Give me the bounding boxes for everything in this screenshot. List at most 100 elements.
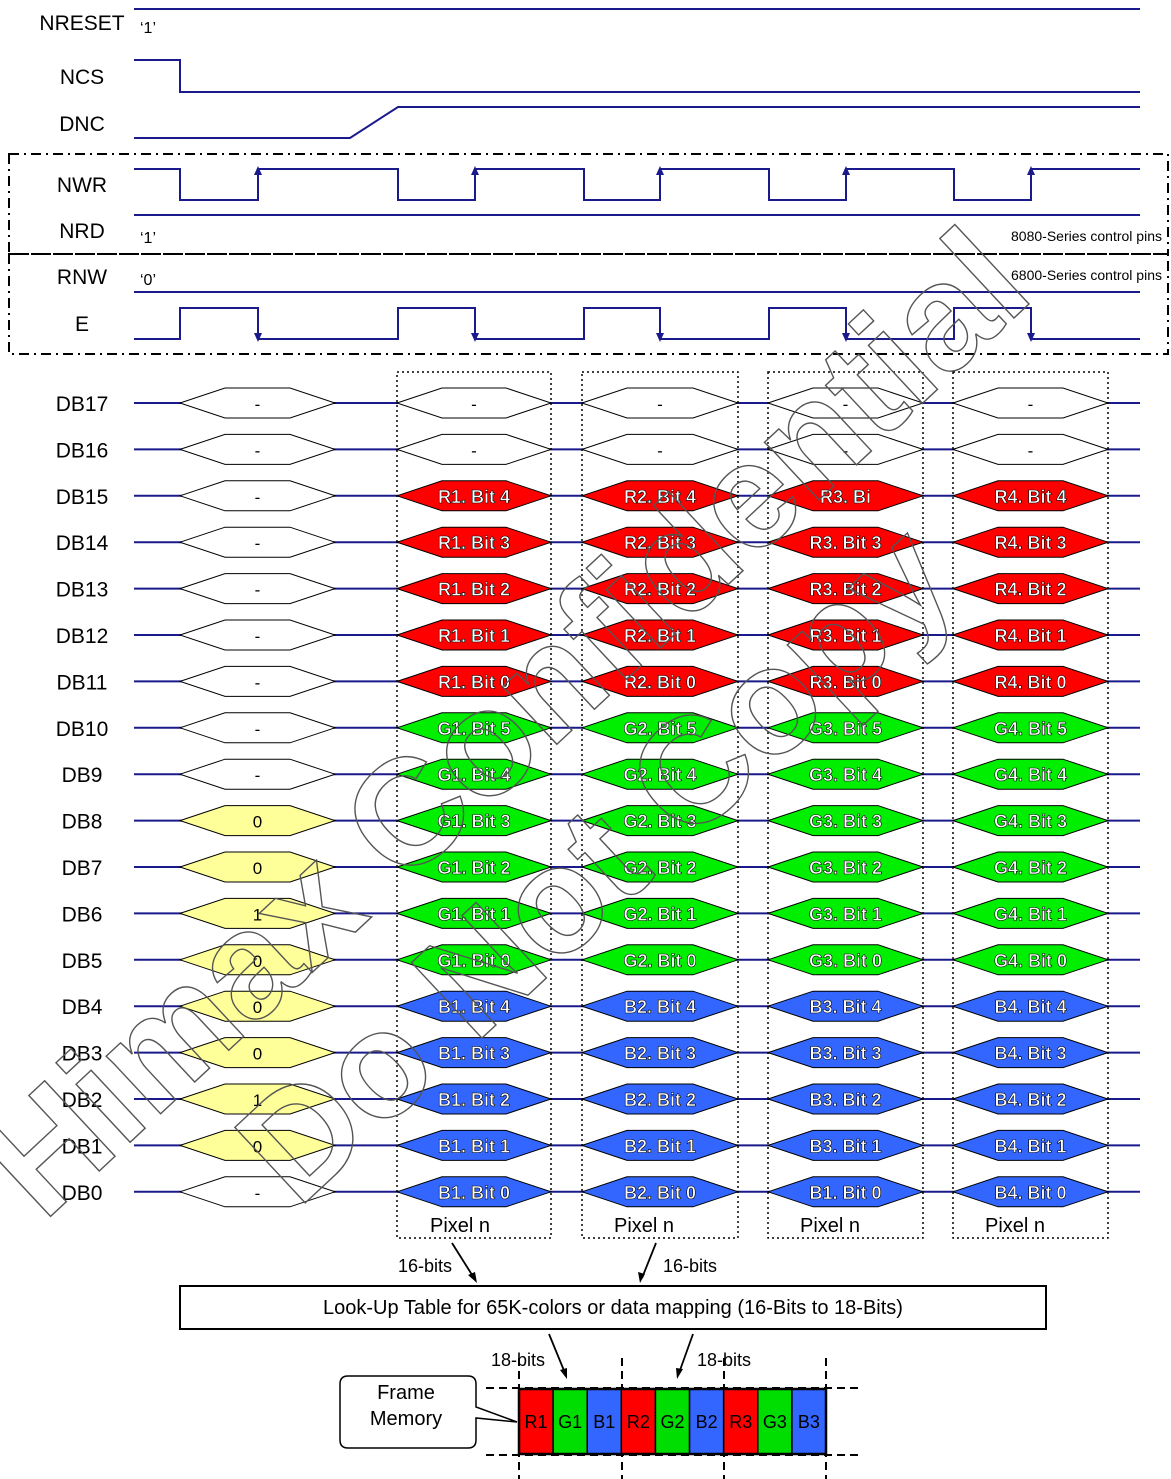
pixel-bit-hexagon xyxy=(951,433,1110,465)
pixel-bit-hexagon xyxy=(395,1129,553,1161)
pixel-bit-hexagon xyxy=(951,665,1110,697)
frame-memory-cell xyxy=(757,1388,793,1455)
pixel-bit-value: R3. Bit 3 xyxy=(809,533,881,553)
pixel-bit-value: R4. Bit 2 xyxy=(994,580,1066,600)
series-8080-group-label: 8080-Series control pins xyxy=(1011,228,1162,244)
frame-memory-cell-label: R2 xyxy=(627,1412,650,1432)
pixel-bit-value: G1. Bit 4 xyxy=(437,765,510,785)
pixel-bit-hexagon xyxy=(766,805,925,837)
command-bit-hexagon xyxy=(178,1037,337,1069)
rnw-level-label: ‘0’ xyxy=(140,272,156,289)
pixel-bit-value: B1. Bit 0 xyxy=(438,1183,510,1203)
db-label: DB1 xyxy=(62,1135,103,1158)
db-label: DB9 xyxy=(62,764,103,787)
pixel-bit-value: - xyxy=(657,395,663,414)
pixel-bit-value: G4. Bit 4 xyxy=(994,765,1067,785)
lut-label: Look-Up Table for 65K-colors or data map… xyxy=(323,1297,903,1319)
e-falling-edge-icon xyxy=(1027,333,1035,342)
pixel-frame-2 xyxy=(581,371,739,1239)
nwr-rising-edge-icon xyxy=(1027,166,1035,175)
command-bit-hexagon xyxy=(178,526,337,558)
db-label: DB17 xyxy=(56,393,109,416)
pixel-bit-value: - xyxy=(1028,441,1034,460)
command-bit-hexagon xyxy=(178,990,337,1022)
pixel-bit-value: B2. Bit 2 xyxy=(624,1090,696,1110)
frame-memory-cells: R1 G1 B1 R2 G2 B2 R3 G3 B3 xyxy=(518,1388,827,1455)
db-label: DB13 xyxy=(56,579,109,602)
db-label: DB6 xyxy=(62,903,103,926)
frame-memory-callout-line2: Memory xyxy=(370,1408,442,1430)
pixel-bit-value: R3. Bi xyxy=(820,487,871,507)
pixel-bit-hexagon xyxy=(766,944,925,976)
bits16-label-2: 16-bits xyxy=(663,1256,717,1276)
pixel-bit-value: B1. Bit 1 xyxy=(438,1136,510,1156)
frame-memory-cell-label: B1 xyxy=(593,1412,615,1432)
pixel-bit-hexagon xyxy=(580,1083,740,1115)
frame-memory-cell-label: R1 xyxy=(525,1412,548,1432)
pixel-bit-hexagon xyxy=(580,944,740,976)
arrowhead-icon xyxy=(638,1272,645,1283)
pixel-bit-value: G2. Bit 2 xyxy=(623,858,696,878)
e-falling-edge-icon xyxy=(656,333,664,342)
pixel-bit-hexagon xyxy=(395,851,553,883)
pixel-bit-value: R2. Bit 1 xyxy=(624,626,696,646)
arrowhead-icon xyxy=(676,1368,683,1379)
pixel-bit-value: B1. Bit 4 xyxy=(438,997,510,1017)
pixel-bit-value: R1. Bit 0 xyxy=(438,672,510,692)
bits16-label-1: 16-bits xyxy=(398,1256,452,1276)
arrow-18bits-2 xyxy=(678,1333,694,1374)
signal-label-e: E xyxy=(75,313,89,336)
pixel-bit-hexagon xyxy=(951,758,1110,790)
pixel-bit-hexagon xyxy=(766,758,925,790)
signal-label-nrd: NRD xyxy=(59,220,105,243)
e-falling-edge-icon xyxy=(842,333,850,342)
pixel-bit-hexagon xyxy=(580,805,740,837)
db-label: DB4 xyxy=(62,996,103,1019)
pixel-bit-value: R4. Bit 3 xyxy=(994,533,1066,553)
pixel-bit-value: R3. Bit 0 xyxy=(809,672,881,692)
signal-label-rnw: RNW xyxy=(57,266,107,289)
pixel-bit-hexagon xyxy=(395,805,553,837)
pixel-bit-value: R1. Bit 3 xyxy=(438,533,510,553)
data-bus-layer: DB17 - - - - - DB16 - - - - - DB15 - R1. Bit 4 R2. Bit … xyxy=(56,387,1140,1208)
nwr-waveform xyxy=(134,168,1140,201)
pixel-bit-hexagon xyxy=(766,1176,925,1208)
db-label: DB8 xyxy=(62,811,103,834)
command-bit-hexagon xyxy=(178,665,337,697)
frame-memory-cell-label: G2 xyxy=(660,1412,684,1432)
pixel-bit-value: G1. Bit 2 xyxy=(437,858,510,878)
frame-memory-cell-label: B3 xyxy=(798,1412,820,1432)
pixel-bit-hexagon xyxy=(766,619,925,651)
db-label: DB2 xyxy=(62,1089,103,1112)
command-bit-value: 1 xyxy=(253,1091,262,1110)
db-label: DB5 xyxy=(62,950,103,973)
series-6800-group-label: 6800-Series control pins xyxy=(1011,267,1162,283)
command-bit-value: 0 xyxy=(253,859,262,878)
ncs-waveform xyxy=(134,59,1140,93)
command-bit-value: - xyxy=(255,627,261,646)
pixel-bit-value: - xyxy=(843,395,849,414)
pixel-bit-value: G2. Bit 4 xyxy=(623,765,696,785)
pixel-bit-hexagon xyxy=(766,480,925,512)
pixel-bit-value: - xyxy=(471,441,477,460)
pixel-label-2: Pixel n xyxy=(614,1215,674,1237)
frame-memory-callout xyxy=(339,1375,518,1449)
db-label: DB16 xyxy=(56,439,109,462)
db-label: DB15 xyxy=(56,486,109,509)
frame-memory-cell-label: R3 xyxy=(729,1412,752,1432)
db-label: DB3 xyxy=(62,1043,103,1066)
pixel-label-3: Pixel n xyxy=(800,1215,860,1237)
pixel-bit-hexagon xyxy=(395,480,553,512)
db-label: DB14 xyxy=(56,532,109,555)
pixel-bit-value: G1. Bit 5 xyxy=(437,719,510,739)
command-bit-hexagon xyxy=(178,480,337,512)
db-label: DB0 xyxy=(62,1182,103,1205)
pixel-bit-value: G3. Bit 5 xyxy=(809,719,882,739)
command-bit-hexagon xyxy=(178,944,337,976)
pixel-bit-hexagon xyxy=(580,480,740,512)
frame-memory-callout-line1: Frame xyxy=(377,1382,435,1404)
nrd-level-label: ‘1’ xyxy=(140,230,156,247)
pixel-bit-hexagon xyxy=(580,619,740,651)
pixel-bit-hexagon xyxy=(395,526,553,558)
